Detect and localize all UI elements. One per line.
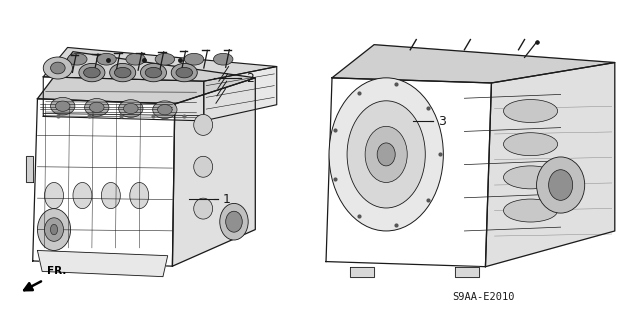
Ellipse shape [194, 115, 212, 135]
Ellipse shape [194, 198, 212, 219]
Ellipse shape [347, 101, 425, 208]
Ellipse shape [124, 103, 138, 114]
Ellipse shape [504, 166, 557, 189]
Ellipse shape [145, 67, 162, 78]
Text: FR.: FR. [47, 266, 66, 276]
Ellipse shape [504, 100, 557, 122]
Ellipse shape [184, 53, 204, 65]
Ellipse shape [157, 105, 172, 115]
Ellipse shape [153, 101, 177, 118]
Ellipse shape [97, 53, 116, 65]
Ellipse shape [214, 53, 233, 65]
Ellipse shape [51, 62, 65, 74]
Ellipse shape [377, 143, 395, 166]
Ellipse shape [38, 209, 70, 250]
Polygon shape [326, 78, 492, 267]
Ellipse shape [84, 99, 109, 116]
Ellipse shape [68, 53, 87, 65]
Ellipse shape [140, 63, 166, 82]
Polygon shape [172, 78, 255, 266]
Ellipse shape [45, 218, 63, 241]
Polygon shape [456, 267, 479, 277]
Polygon shape [44, 48, 276, 81]
Ellipse shape [130, 182, 148, 209]
Ellipse shape [548, 170, 573, 200]
Ellipse shape [84, 67, 100, 78]
Ellipse shape [79, 63, 105, 82]
Text: 1: 1 [223, 193, 230, 206]
Ellipse shape [172, 63, 197, 82]
Ellipse shape [51, 97, 75, 115]
Text: 2: 2 [246, 72, 254, 85]
Ellipse shape [194, 156, 212, 177]
Ellipse shape [101, 182, 120, 209]
Polygon shape [37, 250, 168, 277]
Ellipse shape [504, 133, 557, 156]
Ellipse shape [126, 53, 145, 65]
Ellipse shape [109, 63, 136, 82]
Text: S9AA-E2010: S9AA-E2010 [452, 292, 515, 302]
Ellipse shape [118, 100, 143, 117]
Ellipse shape [226, 211, 243, 232]
Ellipse shape [45, 182, 63, 209]
Ellipse shape [176, 67, 193, 78]
Ellipse shape [220, 204, 248, 240]
Text: 3: 3 [438, 115, 446, 128]
Polygon shape [44, 77, 204, 121]
Ellipse shape [115, 67, 131, 78]
Polygon shape [33, 99, 175, 266]
Ellipse shape [51, 224, 58, 235]
Ellipse shape [504, 199, 557, 222]
Polygon shape [26, 156, 33, 182]
Ellipse shape [536, 157, 585, 213]
Ellipse shape [73, 182, 92, 209]
Polygon shape [350, 267, 374, 277]
Ellipse shape [365, 126, 407, 182]
Ellipse shape [155, 53, 175, 65]
Polygon shape [204, 67, 276, 121]
Ellipse shape [44, 57, 72, 79]
Ellipse shape [90, 102, 104, 113]
Polygon shape [485, 63, 615, 267]
Polygon shape [332, 45, 615, 83]
Ellipse shape [56, 101, 70, 111]
Polygon shape [37, 52, 255, 104]
Ellipse shape [329, 78, 444, 231]
